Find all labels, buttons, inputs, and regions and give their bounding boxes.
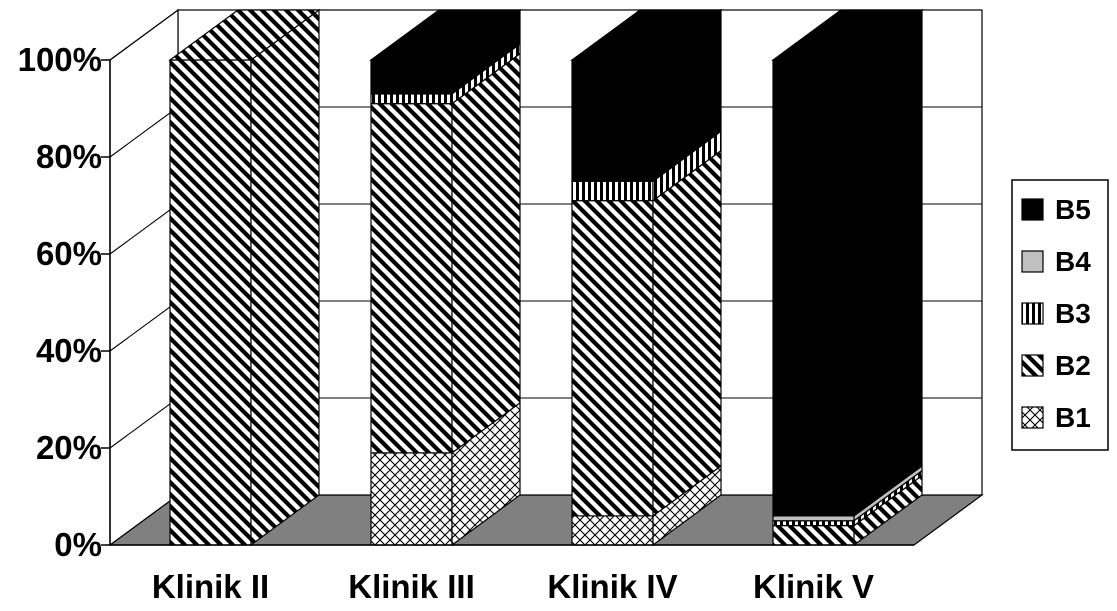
bar-segment-b2	[572, 151, 721, 516]
legend-item-b1: B1	[1022, 402, 1091, 433]
y-tick-label: 20%	[36, 429, 102, 466]
x-tick-label: Klinik IV	[547, 568, 677, 605]
y-tick-label: 60%	[36, 235, 102, 272]
legend-label: B4	[1055, 246, 1091, 277]
y-tick-label: 80%	[36, 138, 102, 175]
bar-klinik-iii	[371, 10, 520, 545]
chart-side-wall	[110, 10, 178, 545]
y-tick-label: 100%	[18, 41, 102, 78]
legend-item-b2: B2	[1022, 350, 1091, 381]
bar-front-face	[170, 60, 251, 545]
x-tick-label: Klinik III	[348, 568, 475, 605]
legend-swatch	[1022, 251, 1043, 272]
bar-segment-b2	[371, 54, 520, 453]
bar-front-face	[371, 94, 452, 104]
bar-side-face	[653, 151, 721, 516]
y-tick-label: 0%	[54, 526, 102, 563]
bar-front-face	[572, 181, 653, 200]
bar-front-face	[371, 60, 452, 94]
legend-item-b5: B5	[1022, 194, 1091, 225]
bar-front-face	[572, 516, 653, 545]
bar-klinik-iv	[572, 10, 721, 545]
legend-swatch	[1022, 303, 1043, 324]
bar-front-face	[371, 104, 452, 453]
legend-label: B1	[1055, 402, 1091, 433]
bar-front-face	[572, 201, 653, 516]
bar-front-face	[773, 526, 854, 545]
bar-klinik-ii	[170, 10, 319, 545]
bar-front-face	[572, 60, 653, 181]
bar-klinik-v	[773, 10, 922, 545]
x-tick-label: Klinik II	[152, 568, 269, 605]
bar-side-face	[251, 10, 319, 545]
bar-front-face	[773, 60, 854, 516]
legend-swatch	[1022, 199, 1043, 220]
bar-side-face	[854, 10, 922, 516]
x-tick-label: Klinik V	[753, 568, 874, 605]
bar-front-face	[773, 521, 854, 526]
bar-segment-b5	[773, 10, 922, 516]
legend-item-b3: B3	[1022, 298, 1091, 329]
legend-label: B3	[1055, 298, 1091, 329]
legend-label: B2	[1055, 350, 1091, 381]
legend-swatch	[1022, 355, 1043, 376]
bar-segment-b2	[170, 10, 319, 545]
legend-label: B5	[1055, 194, 1091, 225]
legend-swatch	[1022, 407, 1043, 428]
legend-item-b4: B4	[1022, 246, 1091, 277]
bar-front-face	[773, 516, 854, 521]
bar-front-face	[371, 453, 452, 545]
bar-side-face	[452, 54, 520, 453]
y-tick-label: 40%	[36, 332, 102, 369]
